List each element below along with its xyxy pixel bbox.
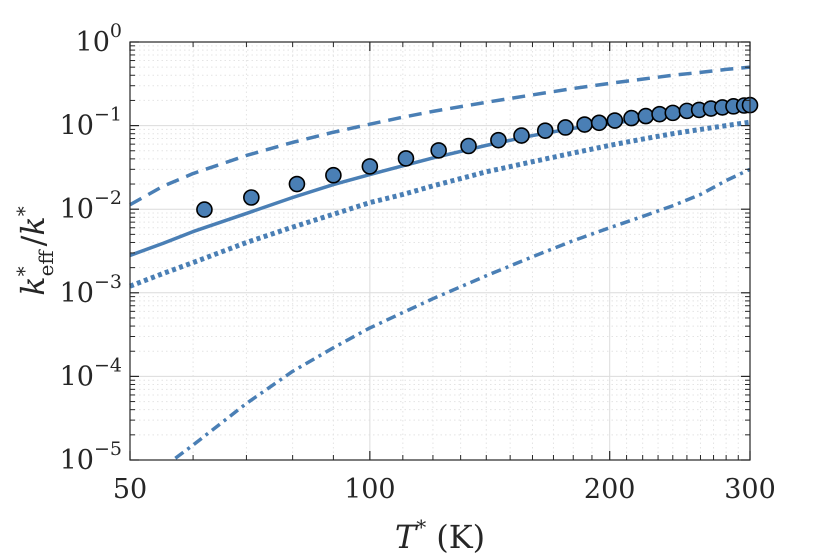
data-point-marker: [397, 150, 415, 167]
series-line-dash-dot: [174, 167, 751, 460]
plot-frame: [129, 41, 751, 461]
x-axis-title-unit: (K): [436, 518, 485, 556]
y-tick-label: 10−1: [60, 104, 122, 142]
y-tick-label-exp: −1: [94, 104, 122, 126]
y-tick-label: 10−5: [60, 438, 122, 476]
x-axis-title-main: T: [395, 518, 419, 556]
data-point-marker: [664, 104, 682, 122]
x-tick-label: 200: [584, 474, 636, 505]
y-axis-title: k*eff/k*: [12, 206, 58, 296]
y-tick-label-base: 10: [76, 27, 110, 58]
data-point-marker: [576, 116, 593, 133]
y-tick-label-exp: 0: [110, 20, 122, 42]
y-tick-label: 10−2: [60, 187, 122, 225]
y-tick-label: 10−4: [60, 354, 122, 392]
y-tick-label-base: 10: [60, 194, 94, 225]
series-line-dotted: [129, 119, 751, 289]
marker-series: [196, 96, 759, 218]
data-point-marker: [325, 166, 342, 184]
series-group: [129, 65, 759, 460]
data-point-marker: [460, 137, 477, 155]
y-axis-title-sup: *: [12, 266, 36, 276]
data-point-marker: [288, 175, 306, 193]
data-point-marker: [361, 158, 379, 175]
x-axis-title: T* (K): [395, 515, 485, 556]
y-tick-label: 100: [76, 20, 122, 58]
y-tick-label-exp: −5: [94, 438, 122, 460]
data-point-marker: [590, 114, 608, 132]
x-axis-title-sup: *: [416, 515, 426, 539]
data-point-marker: [513, 127, 530, 144]
y-axis-title-slash: /: [14, 235, 52, 246]
x-tick-label: 100: [344, 474, 396, 505]
y-axis-title-sub: eff: [34, 249, 58, 277]
data-point-marker: [490, 131, 507, 149]
data-point-marker: [430, 142, 447, 159]
data-point-marker: [536, 122, 554, 139]
ticks: [129, 41, 751, 461]
series-line-dashed: [129, 65, 751, 207]
data-point-marker: [196, 201, 213, 218]
y-tick-label-exp: −2: [94, 187, 122, 209]
data-point-marker: [637, 107, 655, 125]
y-tick-label-base: 10: [60, 445, 94, 476]
y-axis-title-sup2: *: [12, 206, 36, 216]
data-point-marker: [623, 109, 640, 127]
y-tick-label-exp: −4: [94, 354, 122, 376]
y-tick-label-base: 10: [60, 361, 94, 392]
y-tick-label: 10−3: [60, 271, 122, 309]
y-tick-label-base: 10: [60, 278, 94, 309]
x-tick-label: 50: [113, 474, 147, 505]
y-axis-title-k: k: [14, 276, 52, 295]
data-point-marker: [243, 189, 260, 206]
y-axis-title-k2: k: [14, 216, 52, 235]
y-tick-label-exp: −3: [94, 271, 122, 293]
data-point-marker: [606, 112, 624, 129]
y-tick-label-base: 10: [60, 111, 94, 142]
x-tick-label: 300: [724, 474, 776, 505]
data-point-marker: [557, 119, 574, 136]
